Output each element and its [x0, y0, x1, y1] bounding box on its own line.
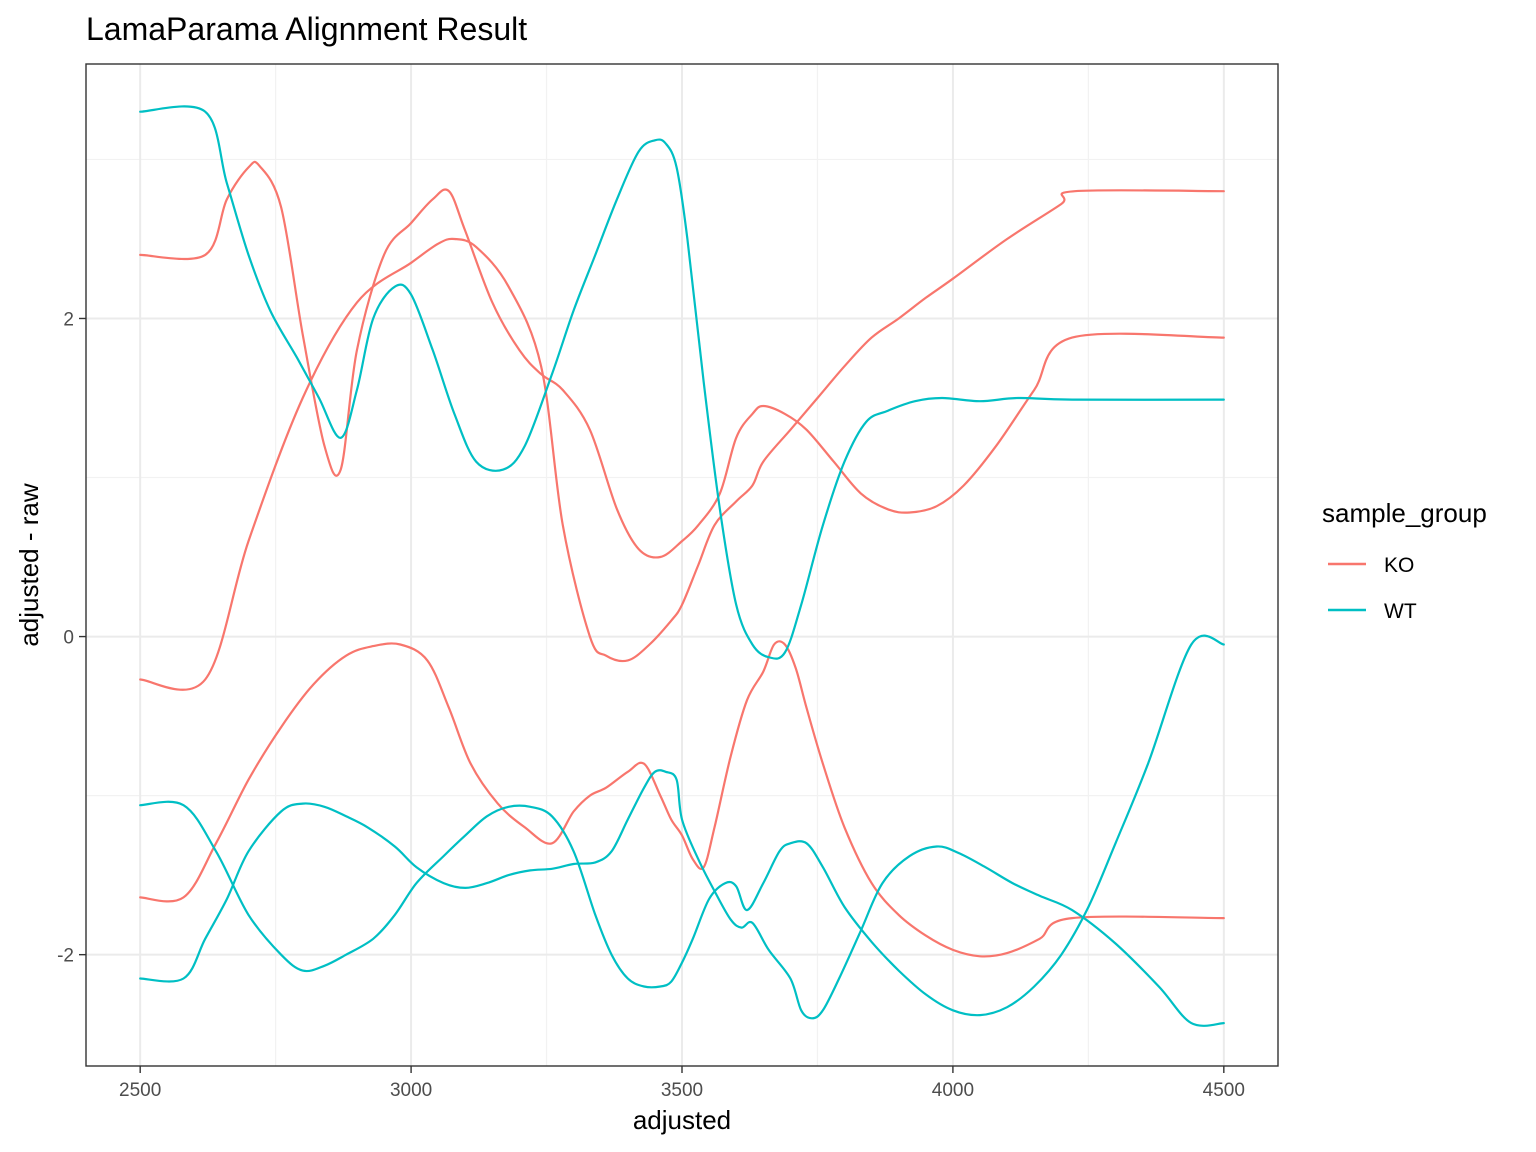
legend-title: sample_group	[1322, 498, 1487, 528]
x-tick-label: 4000	[932, 1080, 974, 1101]
y-tick-label: 2	[63, 309, 74, 330]
series-layer	[139, 105, 1225, 1027]
x-tick-label: 3500	[661, 1080, 703, 1101]
legend-label-wt: WT	[1384, 600, 1417, 623]
x-tick-label: 2500	[119, 1080, 161, 1101]
grid	[86, 64, 1278, 1066]
x-tick-label: 4500	[1203, 1080, 1245, 1101]
legend-label-ko: KO	[1384, 554, 1414, 577]
x-tick-label: 3000	[390, 1080, 432, 1101]
y-axis-title: adjusted - raw	[14, 483, 44, 647]
x-axis: 2500 3000 3500 4000 4500	[119, 1066, 1245, 1101]
x-axis-title: adjusted	[633, 1105, 731, 1135]
series-line-wt-6	[139, 769, 1225, 1027]
y-axis: -2 0 2	[57, 309, 86, 967]
series-line-ko-2	[139, 189, 1225, 691]
chart-title: LamaParama Alignment Result	[86, 11, 527, 47]
series-line-wt-5	[139, 634, 1225, 1017]
series-line-ko-3	[139, 640, 1225, 958]
legend-items: KO WT	[1328, 554, 1417, 623]
series-line-wt-4	[139, 105, 1225, 660]
y-tick-label: 0	[63, 628, 74, 649]
y-tick-label: -2	[57, 946, 74, 967]
legend: sample_group KO WT	[1322, 498, 1487, 623]
